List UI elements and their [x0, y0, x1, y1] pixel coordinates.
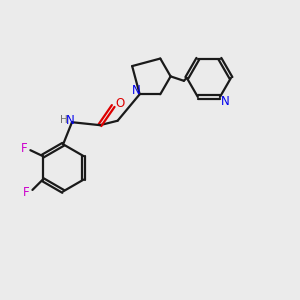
Text: F: F: [21, 142, 27, 155]
Text: F: F: [23, 186, 30, 200]
Text: N: N: [66, 114, 75, 127]
Text: N: N: [221, 95, 230, 108]
Text: O: O: [115, 97, 124, 110]
Text: H: H: [60, 115, 68, 125]
Text: N: N: [132, 84, 140, 97]
